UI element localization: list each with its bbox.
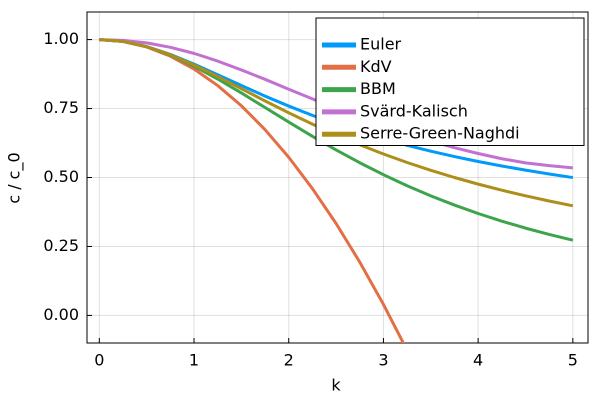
x-tick-label: 3 (378, 351, 388, 370)
plot-frame (86, 11, 589, 344)
y-tick-label: 0.50 (43, 167, 79, 186)
x-tick-label: 4 (473, 351, 483, 370)
legend-label: Euler (360, 35, 402, 54)
y-tick-label: 0.75 (43, 98, 79, 117)
legend-label: KdV (360, 57, 392, 76)
legend-box (315, 17, 585, 146)
x-axis-label: k (331, 376, 341, 395)
y-tick-label: 0.25 (43, 236, 79, 255)
x-tick-label: 0 (94, 351, 104, 370)
legend-label: BBM (360, 79, 396, 98)
y-tick-label: 1.00 (43, 29, 79, 48)
y-axis-label: c / c_0 (5, 152, 25, 203)
x-tick-label: 2 (284, 351, 294, 370)
legend-label: Serre-Green-Naghdi (360, 124, 520, 143)
x-tick-label: 5 (568, 351, 578, 370)
legend-label: Svärd-Kalisch (360, 101, 468, 120)
x-tick-label: 1 (189, 351, 199, 370)
legend: Euler KdV BBM Svärd-Kalisch Serre-Green-Nagh… (315, 17, 585, 146)
y-tick-label: 0.00 (43, 305, 79, 324)
